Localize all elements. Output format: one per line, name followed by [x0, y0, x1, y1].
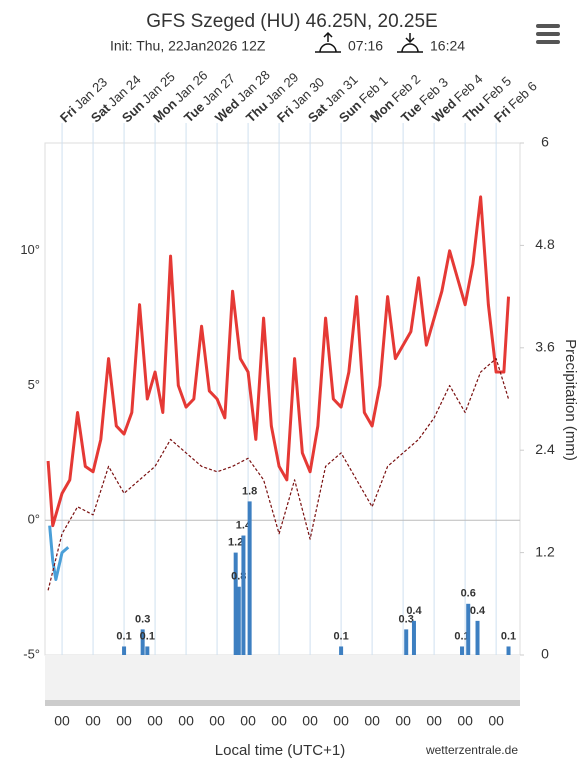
precip-label: 0.6 — [461, 588, 476, 600]
y2-tick-label: 3.6 — [535, 339, 555, 355]
x-tick-label: 00 — [116, 713, 132, 729]
x-tick-label: 00 — [426, 713, 442, 729]
chart-subtitle: Init: Thu, 22Jan2026 12Z — [110, 38, 266, 54]
sunrise-icon — [315, 31, 341, 53]
precip-bar — [236, 586, 241, 655]
precip-bar — [145, 646, 150, 655]
precip-bar — [460, 646, 465, 655]
y2-tick-label: 4.8 — [535, 236, 555, 252]
date: Feb 4 — [451, 71, 486, 105]
y2-tick-label: 0 — [541, 646, 549, 662]
x-tick-label: 00 — [364, 713, 380, 729]
plot-frame — [44, 142, 521, 656]
x-tick-label: 00 — [209, 713, 225, 729]
precip-bar — [241, 535, 246, 655]
menu-icon[interactable] — [536, 24, 560, 44]
temperature-line — [46, 195, 511, 528]
y-tick-label: -5° — [23, 646, 40, 661]
sunrise-time: 07:16 — [348, 38, 383, 54]
precip-bar — [140, 629, 145, 655]
credit: wetterzentrale.de — [425, 743, 518, 757]
precip-bar — [466, 603, 471, 655]
precip-bar — [233, 552, 238, 655]
x-tick-label: 00 — [54, 713, 70, 729]
x-tick-label: 00 — [147, 713, 163, 729]
precip-label: 0.3 — [399, 613, 414, 625]
precip-label: 0.1 — [333, 630, 348, 642]
bottom-band — [45, 700, 520, 706]
temperature-line — [48, 525, 70, 582]
y2-tick-label: 2.4 — [535, 441, 555, 457]
precip-bar — [247, 501, 252, 655]
x-axis-label: Local time (UTC+1) — [215, 742, 345, 759]
precip-bar — [404, 629, 409, 655]
sunset-icon — [397, 33, 423, 53]
x-tick-label: 00 — [457, 713, 473, 729]
temperature-line — [47, 357, 510, 591]
day-label: MonFeb 2 — [367, 72, 423, 126]
y2-axis-label: Precipitation (mm) — [562, 339, 579, 461]
weekday: Tue — [181, 100, 207, 126]
precip-bar — [506, 646, 511, 655]
precip-label: 0.4 — [470, 605, 486, 617]
x-tick-label: 00 — [302, 713, 318, 729]
weekday: Tue — [398, 100, 424, 126]
x-tick-label: 00 — [240, 713, 256, 729]
y-tick-label: 5° — [28, 377, 40, 392]
precip-label: 0.3 — [135, 613, 150, 625]
precip-label: 0.1 — [454, 630, 469, 642]
x-tick-label: 00 — [271, 713, 287, 729]
precip-label: 0.1 — [116, 630, 131, 642]
precip-label: 0.1 — [501, 630, 516, 642]
precip-bar — [411, 620, 416, 655]
precip-label: 0.4 — [406, 605, 422, 617]
precip-bar — [122, 646, 127, 655]
plot-layer: 00 00 00 00 00 00 00 00 00 00 00 00 00 00 00 -5° 0° 5° 10°… — [20, 123, 555, 729]
y2-tick-label: 6 — [541, 134, 549, 150]
precip-label: 1.8 — [242, 485, 257, 497]
weekday: Thu — [460, 98, 488, 125]
x-tick-label: 00 — [488, 713, 504, 729]
wind-band — [45, 655, 520, 701]
y2-tick-label: 1.2 — [535, 543, 555, 559]
x-tick-label: 00 — [85, 713, 101, 729]
precip-label: 0.1 — [140, 630, 155, 642]
precip-label: 1.2 — [228, 537, 243, 549]
chart-title: GFS Szeged (HU) 46.25N, 20.25E — [146, 11, 437, 32]
y-tick-label: 0° — [28, 512, 40, 527]
x-tick-label: 00 — [333, 713, 349, 729]
precip-bar — [475, 620, 480, 655]
x-tick-label: 00 — [178, 713, 194, 729]
x-tick-label: 00 — [395, 713, 411, 729]
precip-bar — [339, 646, 344, 655]
sunset-time: 16:24 — [430, 38, 465, 54]
y-tick-label: 10° — [20, 242, 40, 257]
weekday: Thu — [243, 98, 271, 125]
